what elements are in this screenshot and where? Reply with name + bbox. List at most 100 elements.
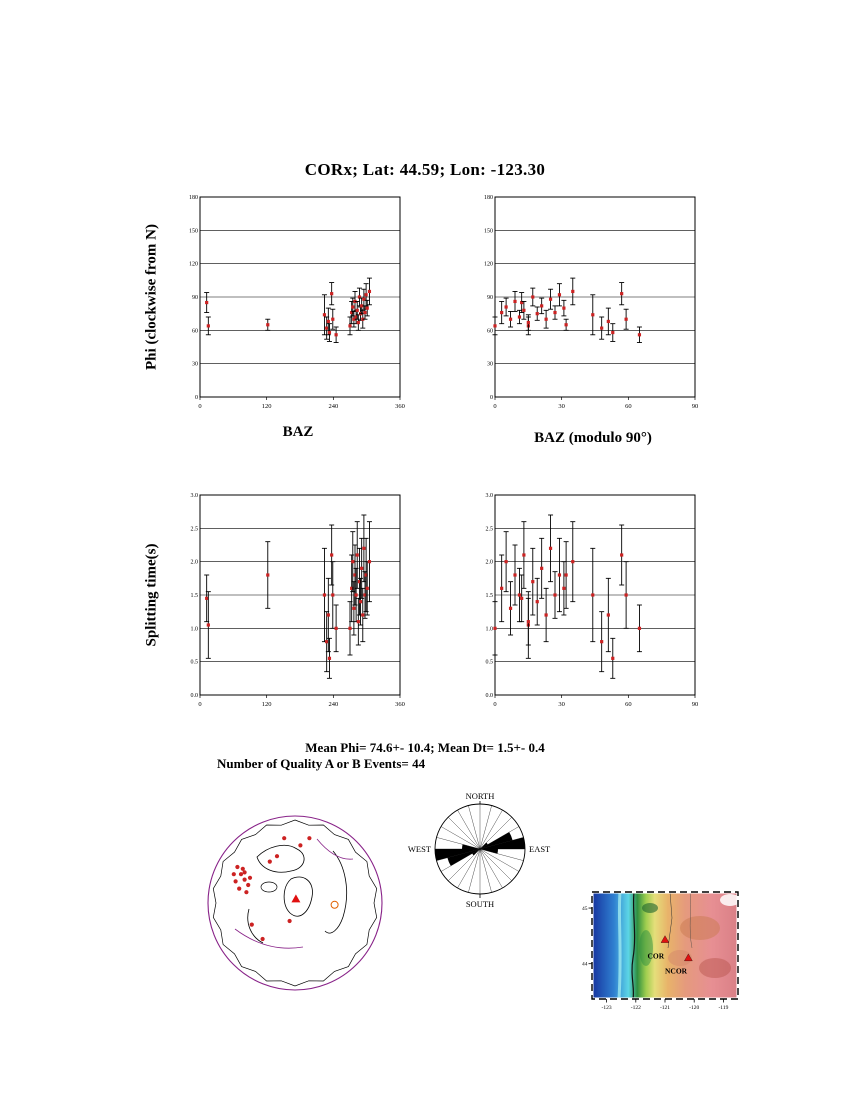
rose-spoke xyxy=(457,809,481,850)
plot-frame xyxy=(199,196,401,398)
map-x-tick-label: -119 xyxy=(718,1005,728,1011)
coastline-path xyxy=(260,881,278,893)
event-marker xyxy=(206,623,210,627)
y-tick-label: 2.5 xyxy=(486,526,494,532)
event-marker xyxy=(540,304,544,308)
plot-phi-vs-baz: 0 30 60 90 120 150 180 0 120 240 360 xyxy=(189,195,405,410)
event-marker xyxy=(520,596,524,600)
event-marker xyxy=(365,586,369,590)
event-marker xyxy=(557,293,562,297)
event-marker xyxy=(266,573,270,577)
event-marker xyxy=(330,292,334,296)
topography-raster xyxy=(592,892,738,999)
event-dot xyxy=(231,872,236,877)
plot-frame xyxy=(494,196,696,398)
event-dot xyxy=(267,859,272,864)
event-marker xyxy=(360,304,364,308)
y-tick-label: 2.0 xyxy=(486,560,494,566)
rose-spoke xyxy=(448,817,481,850)
event-marker xyxy=(553,310,557,315)
event-marker xyxy=(364,573,368,577)
event-marker xyxy=(361,613,365,617)
y-tick-label: 2.5 xyxy=(191,526,199,532)
event-dot xyxy=(237,886,242,891)
x-tick-label: 240 xyxy=(328,403,338,410)
map-x-tick-label: -123 xyxy=(602,1005,612,1011)
dt-axis-label: Splitting time(s) xyxy=(143,543,160,647)
y-tick-label: 30 xyxy=(192,362,198,368)
event-dot xyxy=(233,879,238,884)
rose-petals-layer xyxy=(434,801,526,898)
plot-frame xyxy=(199,494,401,696)
event-dot xyxy=(242,877,247,882)
event-marker xyxy=(620,292,624,296)
event-dot xyxy=(287,918,292,924)
event-marker xyxy=(562,306,566,310)
event-marker xyxy=(360,566,364,570)
rose-west-label: WEST xyxy=(408,844,432,854)
rose-spoke xyxy=(479,848,524,861)
baz-mod90-axis-label: BAZ (modulo 90°) xyxy=(534,430,652,446)
event-marker xyxy=(620,553,624,557)
event-marker xyxy=(522,308,526,312)
event-dot xyxy=(247,875,253,880)
event-marker xyxy=(364,293,368,297)
event-dot xyxy=(244,890,249,895)
event-marker xyxy=(205,596,209,600)
rose-petal xyxy=(435,849,480,861)
continental-shelf xyxy=(617,891,622,1000)
y-tick-label: 0.5 xyxy=(191,660,199,666)
event-marker xyxy=(325,640,329,644)
y-tick-label: 150 xyxy=(189,228,198,234)
event-dot xyxy=(260,936,265,942)
plot-frame xyxy=(494,494,696,696)
event-marker xyxy=(535,600,539,604)
event-marker xyxy=(504,560,508,564)
event-marker xyxy=(365,306,369,310)
y-tick-label: 30 xyxy=(487,362,493,368)
event-marker xyxy=(327,330,332,335)
event-dot xyxy=(274,854,280,859)
plot-dt-vs-baz: 0.0 0.5 1.0 1.5 2.0 2.5 3.0 0 120 240 360 xyxy=(191,493,405,708)
event-dot xyxy=(246,882,251,888)
boundary-line xyxy=(667,891,673,949)
event-marker xyxy=(334,333,338,337)
event-dot xyxy=(242,870,247,875)
coastline-path xyxy=(283,876,313,917)
event-marker xyxy=(334,626,338,630)
event-marker xyxy=(362,297,366,301)
event-marker xyxy=(637,333,642,337)
x-tick-label: 30 xyxy=(558,403,565,410)
snow-patch xyxy=(720,894,740,906)
rose-spoke xyxy=(468,848,481,893)
rose-spoke xyxy=(479,826,520,850)
event-marker xyxy=(331,317,335,321)
rose-spoke xyxy=(479,848,492,893)
event-marker xyxy=(508,606,513,610)
event-marker xyxy=(367,289,372,294)
rose-petal xyxy=(447,849,480,866)
y-tick-label: 120 xyxy=(189,262,198,268)
map-y-tick-label: 45 xyxy=(582,906,588,912)
event-marker xyxy=(517,315,522,319)
event-marker xyxy=(531,295,535,299)
y-tick-label: 120 xyxy=(484,262,493,268)
rose-petal xyxy=(480,837,525,849)
mean-phi-dt-text: Mean Phi= 74.6+- 10.4; Mean Dt= 1.5+- 0.… xyxy=(305,740,545,755)
x-tick-label: 360 xyxy=(395,701,405,708)
rose-petal xyxy=(480,849,498,854)
event-marker xyxy=(352,606,356,610)
y-tick-label: 0.0 xyxy=(191,693,199,699)
rose-spoke xyxy=(436,837,481,850)
event-marker xyxy=(205,300,209,305)
event-marker xyxy=(600,640,604,644)
event-marker xyxy=(322,313,327,317)
y-tick-label: 1.0 xyxy=(191,626,199,632)
event-marker xyxy=(504,305,508,309)
event-marker xyxy=(526,620,530,624)
plot-dt-vs-baz-mod90: 0.0 0.5 1.0 1.5 2.0 2.5 3.0 0 30 60 90 xyxy=(486,493,699,708)
plot-phi-vs-baz-mod90: 0 30 60 90 120 150 180 0 30 60 90 xyxy=(484,195,698,410)
plate-boundary-path xyxy=(316,838,354,860)
event-marker xyxy=(356,320,360,325)
